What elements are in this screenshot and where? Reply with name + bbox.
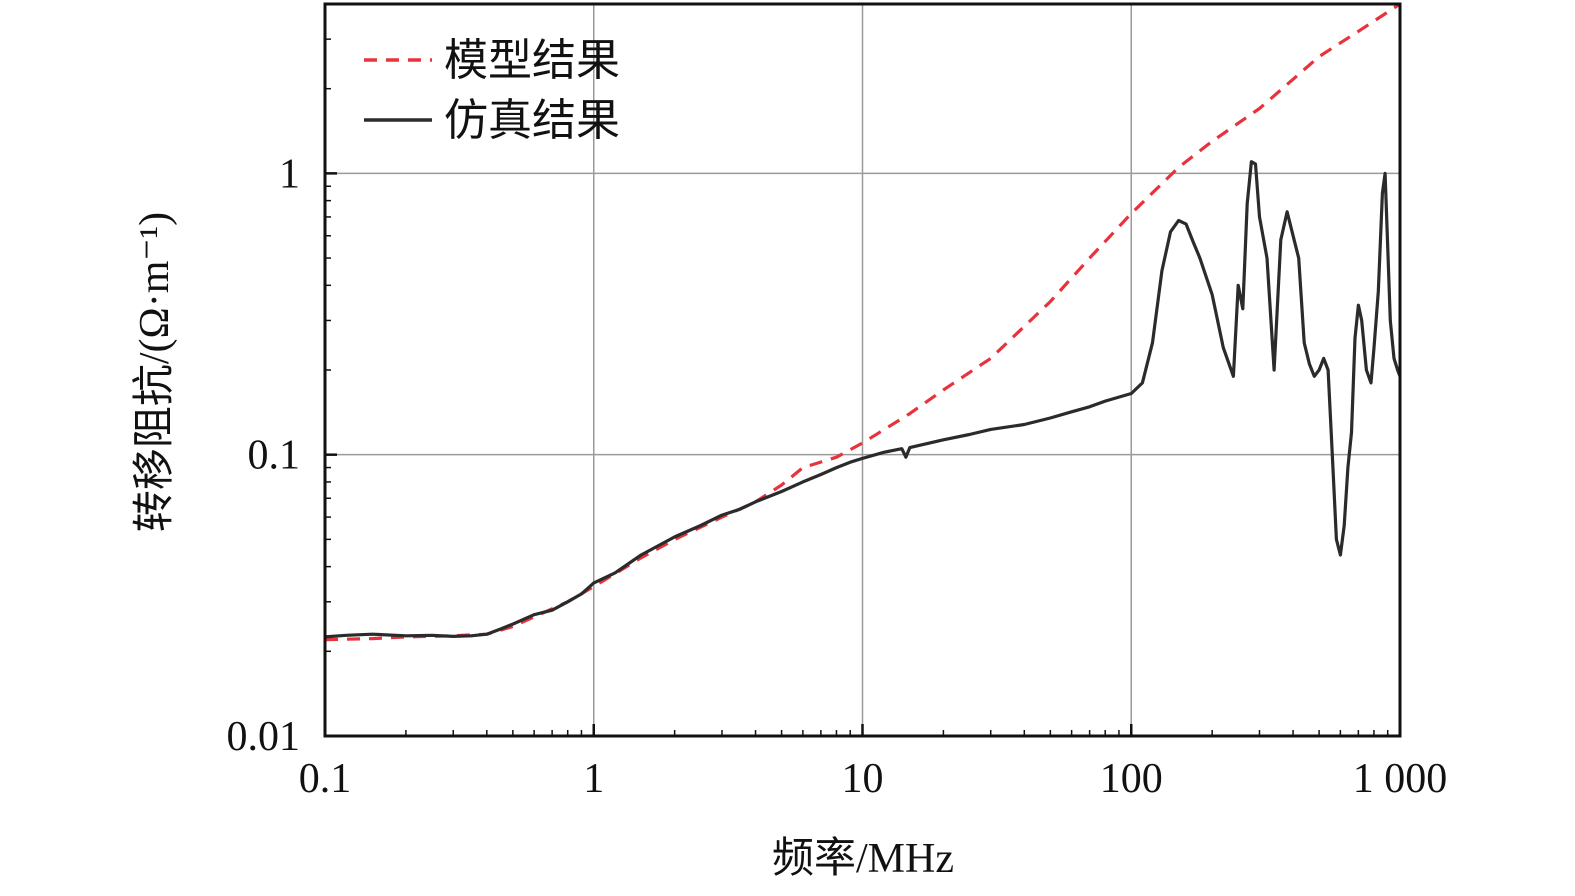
x-tick-label: 10 — [842, 756, 884, 802]
y-tick-label: 0.01 — [227, 714, 301, 760]
legend: 模型结果 仿真结果 — [364, 36, 620, 145]
x-tick-label: 1 — [583, 756, 604, 802]
y-tick-label: 0.1 — [248, 433, 301, 479]
y-axis-title: 转移阻抗/(Ω·m⁻¹) — [131, 212, 178, 532]
series-layer — [325, 4, 1400, 642]
x-tick-label: 0.1 — [299, 756, 352, 802]
simulation-result-line — [325, 160, 1400, 639]
axis-ticks — [323, 3, 1402, 738]
legend-label-simulation: 仿真结果 — [444, 96, 620, 145]
x-axis-title: 频率/MHz — [772, 835, 954, 882]
x-tick-label: 100 — [1100, 756, 1163, 802]
x-tick-label: 1 000 — [1353, 756, 1448, 802]
legend-label-model: 模型结果 — [444, 36, 620, 85]
grid-lines — [325, 4, 1400, 736]
y-tick-label: 1 — [279, 151, 300, 197]
